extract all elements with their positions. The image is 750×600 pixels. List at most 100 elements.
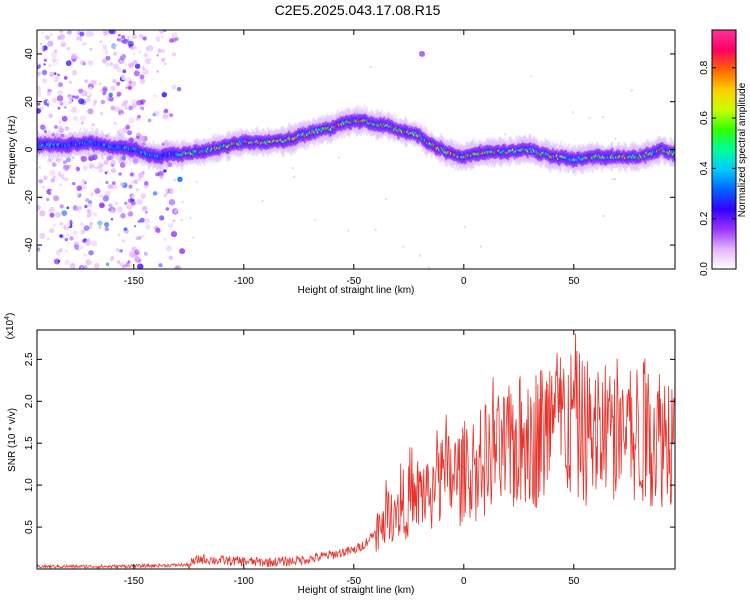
- noise-point: [85, 30, 92, 38]
- noise-point: [69, 262, 76, 269]
- noise-point: [136, 99, 142, 106]
- noise-point: [52, 224, 56, 228]
- noise-point: [108, 92, 113, 98]
- colorbar-tick-label: 0.2: [699, 211, 710, 225]
- noise-point: [92, 103, 96, 107]
- snr-data-point: [287, 561, 288, 562]
- noise-point: [150, 95, 157, 102]
- noise-point: [120, 181, 125, 187]
- noise-point: [61, 43, 65, 47]
- y-tick-label: 1.0: [24, 478, 35, 492]
- noise-point: [53, 195, 60, 202]
- noise-point: [72, 130, 76, 134]
- noise-point: [46, 237, 50, 241]
- noise-point: [83, 265, 88, 269]
- noise-point: [38, 178, 44, 184]
- snr-data-point: [463, 476, 464, 477]
- noise-point: [80, 184, 87, 191]
- noise-point: [37, 264, 40, 269]
- noise-point: [136, 132, 141, 137]
- noise-point: [124, 82, 128, 86]
- noise-point: [59, 221, 64, 226]
- noise-point: [131, 194, 136, 200]
- noise-point: [162, 113, 169, 120]
- noise-point: [155, 191, 160, 195]
- noise-point: [611, 178, 614, 181]
- noise-point: [83, 261, 86, 264]
- noise-point: [123, 266, 127, 269]
- noise-point: [172, 178, 177, 182]
- noise-point: [147, 118, 152, 123]
- noise-point: [116, 81, 121, 86]
- noise-point: [65, 157, 71, 163]
- noise-point: [347, 229, 350, 232]
- noise-point: [98, 82, 102, 86]
- noise-point: [127, 260, 131, 264]
- noise-point: [99, 118, 102, 122]
- noise-point: [102, 152, 107, 156]
- noise-point: [37, 85, 42, 93]
- noise-point: [60, 215, 66, 221]
- y-tick-label: 1.5: [24, 436, 35, 450]
- noise-point: [138, 254, 144, 260]
- noise-point: [49, 166, 54, 171]
- noise-point: [104, 190, 111, 197]
- noise-point: [113, 121, 117, 125]
- noise-point: [121, 241, 127, 246]
- noise-point: [151, 104, 158, 111]
- noise-point: [47, 40, 54, 47]
- noise-point: [83, 123, 90, 131]
- noise-point: [111, 234, 118, 241]
- noise-point: [128, 117, 135, 124]
- noise-point: [172, 108, 178, 115]
- noise-point: [100, 121, 105, 126]
- noise-point: [131, 108, 135, 113]
- noise-point: [128, 86, 132, 90]
- noise-point: [61, 210, 68, 217]
- noise-point: [48, 51, 52, 56]
- noise-point: [102, 58, 107, 64]
- noise-point: [65, 218, 70, 223]
- snr-data-point: [562, 422, 563, 423]
- noise-point: [64, 177, 69, 182]
- x-tick-label: -150: [124, 576, 144, 587]
- snr-data-point: [375, 531, 376, 532]
- noise-point: [120, 213, 126, 219]
- noise-point: [69, 247, 74, 251]
- noise-point: [192, 236, 195, 239]
- noise-point: [291, 167, 294, 170]
- noise-point: [120, 133, 125, 138]
- noise-point: [176, 86, 182, 92]
- noise-point: [81, 90, 88, 97]
- noise-point: [78, 98, 85, 105]
- noise-point: [102, 95, 108, 101]
- noise-point: [121, 229, 124, 233]
- noise-point: [64, 126, 70, 132]
- noise-point: [134, 63, 141, 69]
- noise-point: [155, 48, 159, 52]
- noise-point: [167, 118, 171, 122]
- noise-point: [104, 171, 108, 175]
- noise-point: [100, 99, 106, 105]
- noise-point: [72, 95, 76, 99]
- noise-point: [156, 54, 159, 57]
- noise-point: [66, 206, 69, 210]
- noise-point: [76, 40, 81, 45]
- noise-point: [479, 245, 482, 248]
- noise-point: [57, 65, 61, 69]
- noise-point: [47, 81, 54, 88]
- noise-point: [168, 249, 172, 252]
- noise-point: [175, 37, 179, 41]
- colorbar-tick-label: 0.6: [699, 111, 710, 125]
- colorbar: 0.0 0.2 0.4 0.6 0.8 Normalized spectral ampl…: [699, 29, 748, 276]
- noise-point: [109, 81, 113, 86]
- noise-point: [98, 71, 104, 76]
- noise-point: [62, 164, 70, 171]
- noise-point: [173, 125, 179, 131]
- noise-point: [115, 216, 119, 221]
- noise-point: [105, 55, 111, 61]
- noise-point: [145, 224, 151, 230]
- noise-point: [126, 39, 130, 42]
- noise-point: [121, 75, 126, 81]
- noise-point: [115, 202, 118, 205]
